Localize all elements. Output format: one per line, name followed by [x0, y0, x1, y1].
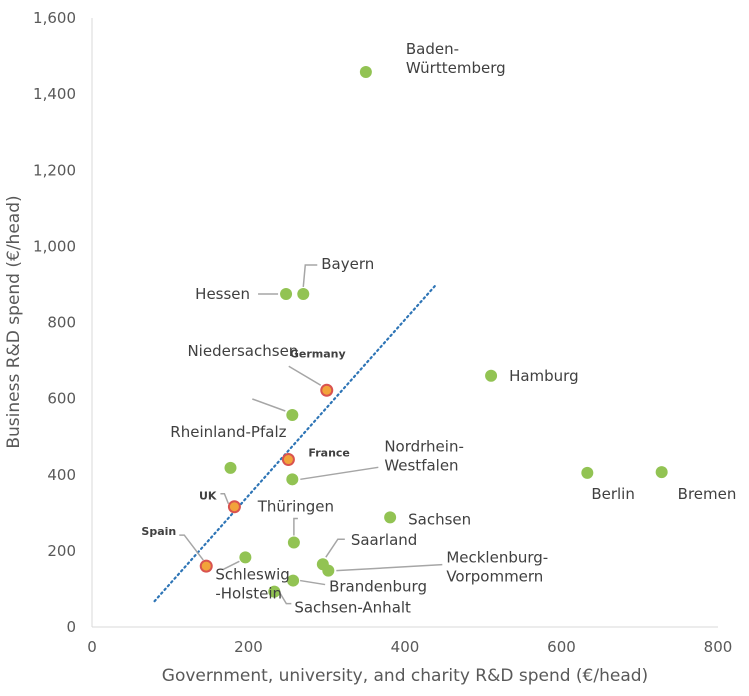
point-labels: Baden-Württemberg Bayern Hessen Niedersachs…: [141, 40, 736, 617]
leader-line: [288, 365, 322, 386]
region-label: Baden-Württemberg: [406, 40, 506, 77]
country-label: Spain: [141, 525, 176, 538]
y-tick-label: 1,200: [33, 161, 76, 179]
region-label: Sachsen-Anhalt: [294, 599, 411, 617]
region-label: Thüringen: [257, 498, 334, 516]
country-point: [199, 559, 213, 573]
y-tick-label: 1,400: [33, 85, 76, 103]
y-tick-label: 1,000: [33, 237, 76, 255]
region-label: Hamburg: [509, 367, 579, 385]
x-tick-label: 200: [234, 638, 263, 656]
region-point: [224, 461, 237, 474]
region-label: Niedersachsen: [187, 342, 298, 360]
region-label: Saarland: [351, 531, 417, 549]
leader-line: [336, 563, 443, 572]
leader-line: [293, 517, 298, 536]
y-axis-title: Business R&D spend (€/head): [4, 195, 24, 448]
country-label: Germany: [290, 347, 346, 360]
y-tick-labels: 0 200 400 600 800 1,000 1,200 1,400 1,600: [33, 9, 76, 636]
region-point: [581, 466, 594, 479]
region-label: Schleswig -Holstein: [215, 565, 289, 602]
region-point: [280, 287, 293, 300]
leader-line: [300, 466, 379, 481]
region-point: [286, 473, 299, 486]
region-point: [287, 574, 300, 587]
y-tick-label: 200: [47, 542, 76, 560]
trendline: [153, 283, 438, 603]
y-tick-label: 600: [47, 390, 76, 408]
region-point: [359, 66, 372, 79]
x-axis-title: Government, university, and charity R&D …: [162, 666, 648, 686]
y-tick-label: 800: [47, 314, 76, 332]
leader-line: [220, 492, 230, 505]
region-point: [268, 585, 281, 598]
y-tick-label: 0: [66, 618, 76, 636]
leader-line: [279, 593, 292, 605]
region-point: [297, 287, 310, 300]
region-label: Nordrhein-Westfalen: [384, 437, 464, 474]
country-label: France: [308, 447, 349, 460]
leader-lines: [179, 264, 443, 605]
trendline-path: [153, 283, 438, 603]
region-label: Hessen: [195, 285, 250, 303]
y-tick-label: 1,600: [33, 9, 76, 27]
region-label: Bayern: [321, 255, 374, 273]
x-tick-label: 0: [87, 638, 97, 656]
region-point: [322, 564, 335, 577]
region-point: [239, 551, 252, 564]
region-label: Berlin: [591, 485, 635, 503]
y-tick-label: 400: [47, 466, 76, 484]
x-tick-label: 600: [547, 638, 576, 656]
leader-line: [252, 398, 286, 412]
region-label: Bremen: [678, 485, 737, 503]
leader-line: [299, 579, 326, 586]
region-point: [384, 511, 397, 524]
leader-line: [179, 534, 204, 561]
region-point: [485, 369, 498, 382]
x-tick-label: 800: [704, 638, 733, 656]
leader-line: [325, 538, 345, 558]
region-point: [287, 536, 300, 549]
region-point: [286, 408, 299, 421]
leader-line: [302, 264, 318, 288]
region-label: Mecklenburg-Vorpommern: [446, 549, 548, 586]
region-point: [655, 466, 668, 479]
country-point: [227, 500, 241, 514]
region-label: Sachsen: [408, 510, 471, 528]
country-point: [320, 383, 334, 397]
data-points: [199, 66, 668, 598]
region-label: Brandenburg: [329, 578, 427, 596]
region-label: Rheinland-Pfalz: [170, 423, 286, 441]
leader-line: [223, 560, 240, 571]
country-point: [281, 453, 295, 467]
country-label: UK: [199, 490, 217, 503]
x-tick-labels: 0 200 400 600 800: [87, 638, 732, 656]
x-tick-label: 400: [391, 638, 420, 656]
